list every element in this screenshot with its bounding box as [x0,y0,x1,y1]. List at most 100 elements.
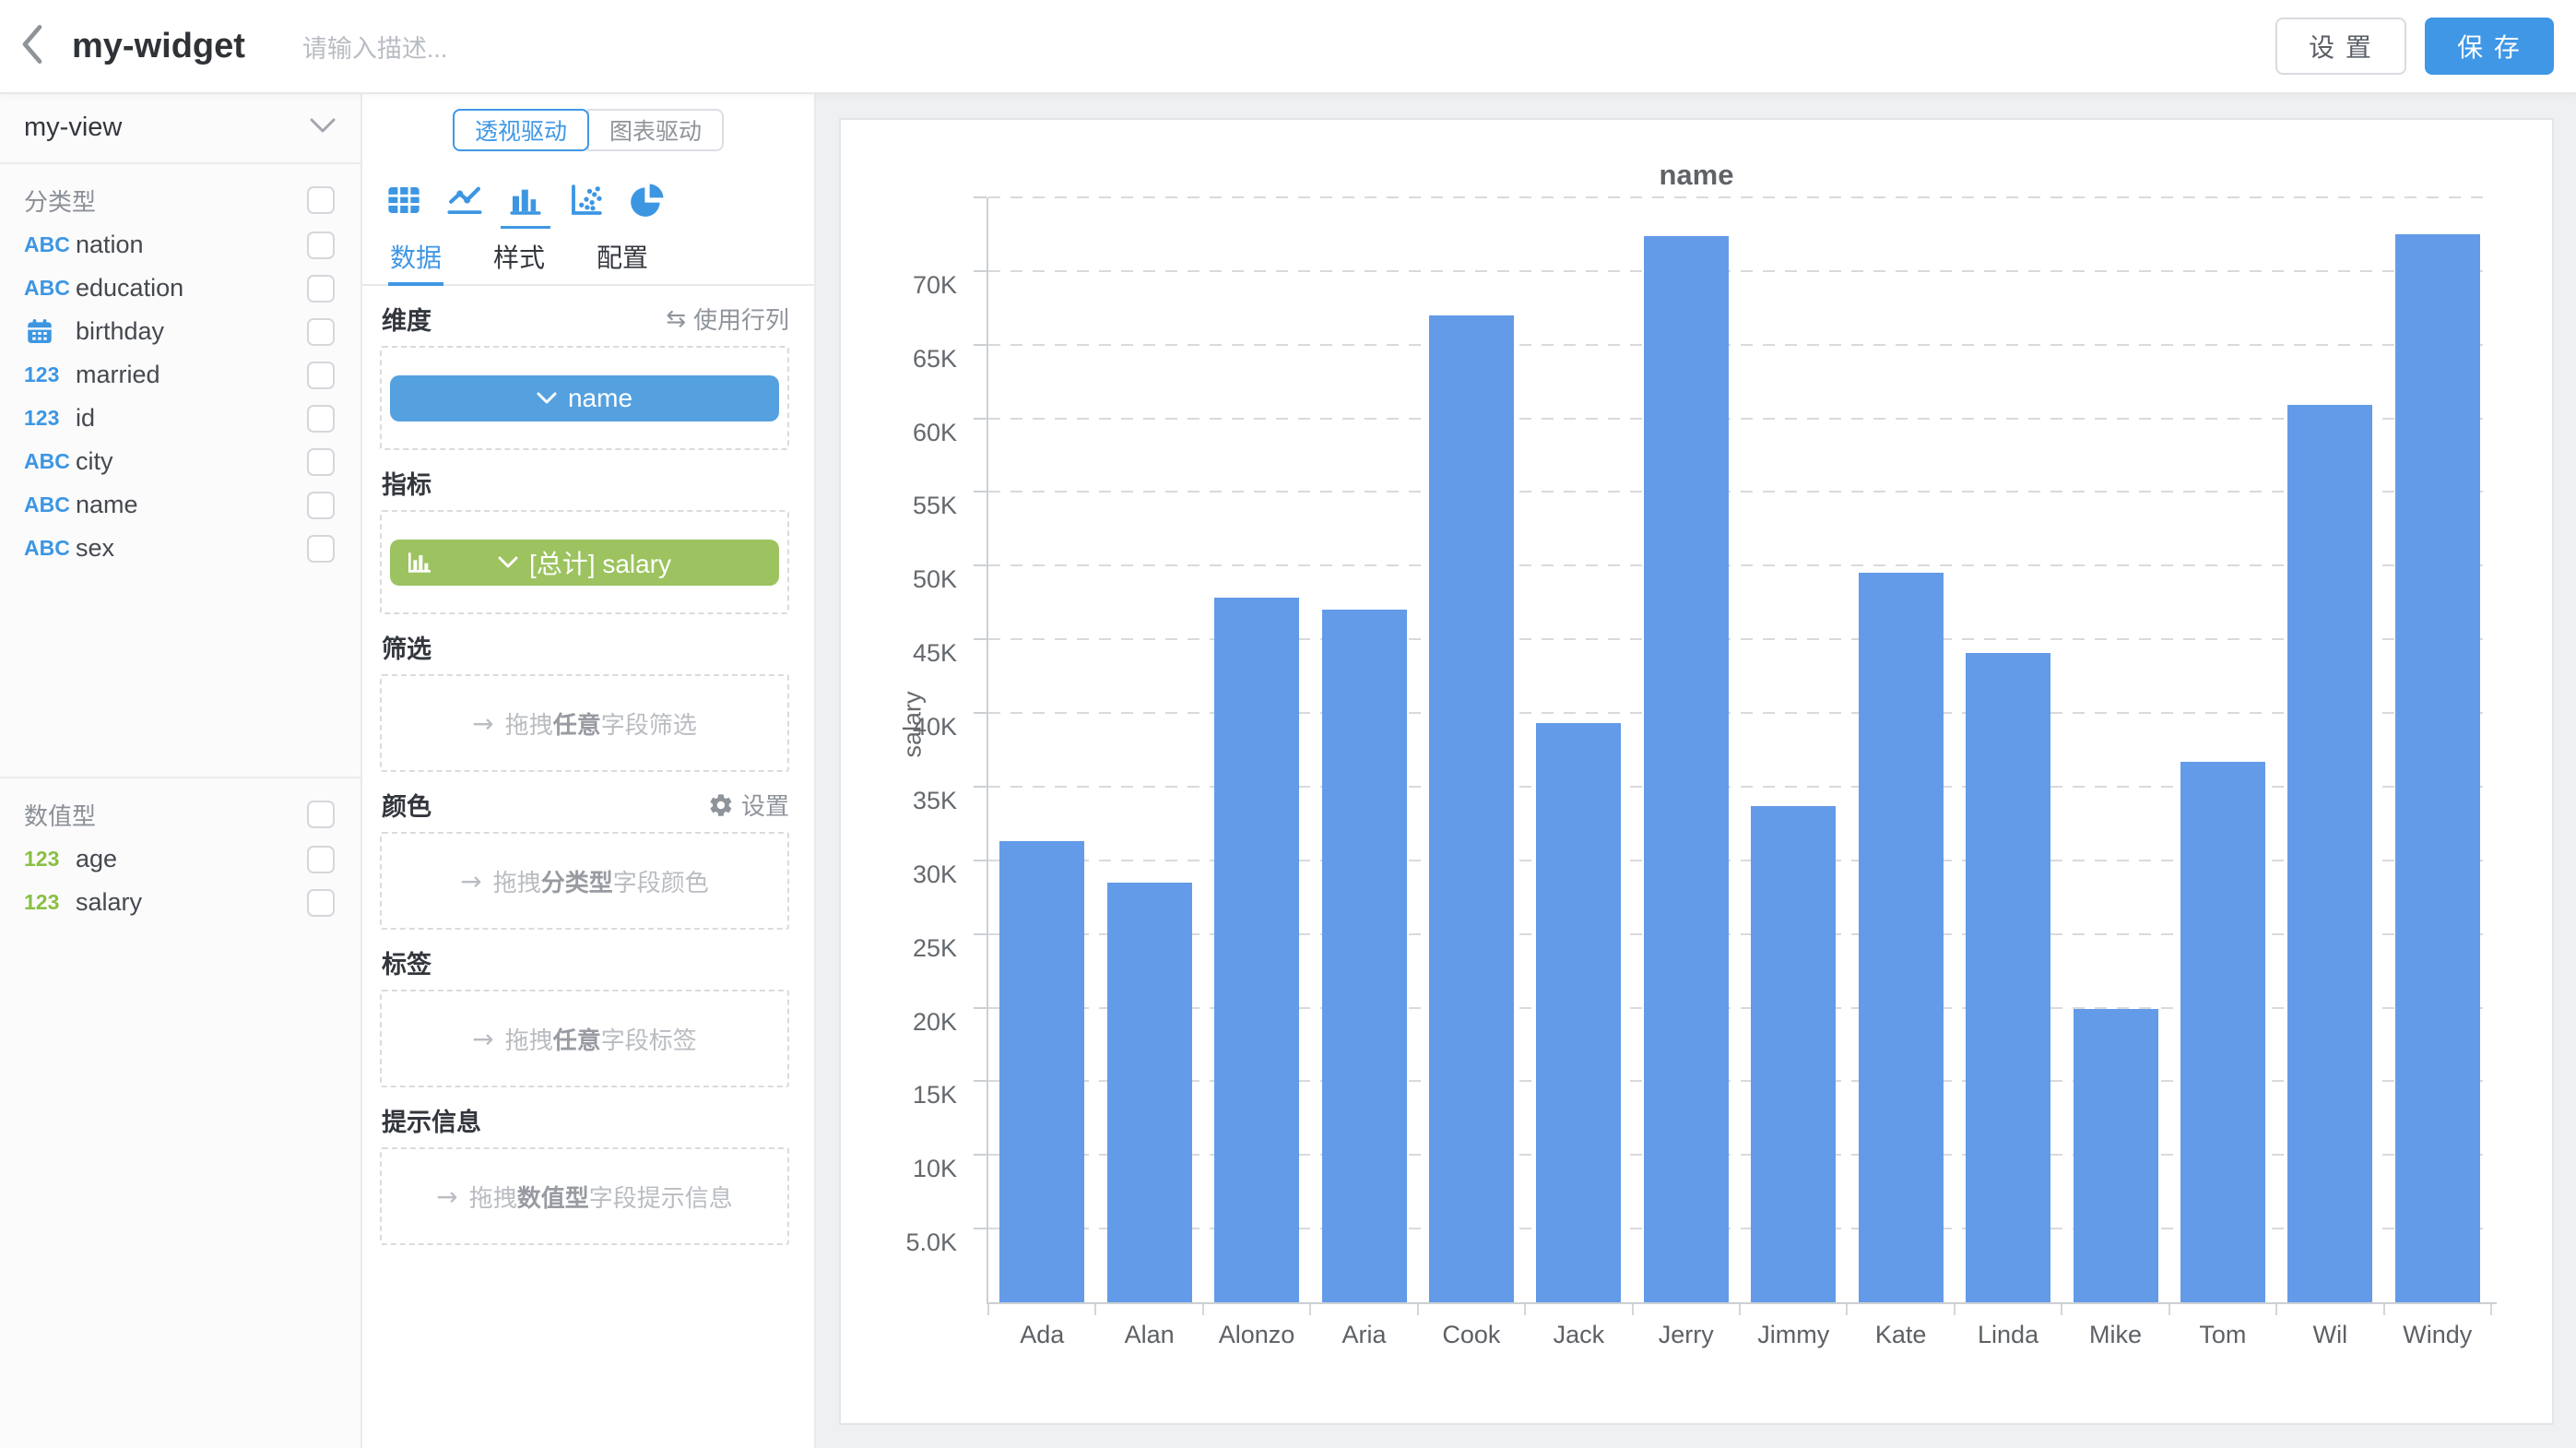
checkbox[interactable] [307,845,335,873]
use-rowcol-button[interactable]: ⇆ 使用行列 [666,302,789,336]
color-settings-button[interactable]: 设置 [708,788,789,822]
dimension-pill-label: name [567,383,633,412]
bar-Mike[interactable] [2073,1009,2158,1302]
sidebar-item-id[interactable]: 123 id [0,397,360,440]
scatter-icon[interactable] [567,181,606,220]
bar-Alan[interactable] [1106,882,1192,1302]
y-axis-label: 25K [912,933,957,962]
sidebar-item-sex[interactable]: ABC sex [0,527,360,570]
y-axis-label: 10K [912,1155,957,1183]
gridline [988,343,2491,346]
y-axis-label: 5.0K [905,1228,957,1257]
metric-section: 指标 [总计] salary [380,465,789,614]
field-name: age [76,845,118,872]
tooltip-dropzone[interactable]: → 拖拽数值型字段提示信息 [380,1147,789,1245]
pie-icon[interactable] [628,181,667,220]
x-axis-label: Alonzo [1218,1321,1295,1348]
y-axis-label: 40K [912,713,957,742]
y-tick-mark [974,638,987,641]
swap-icon: ⇆ [666,304,686,332]
checkbox[interactable] [307,447,335,476]
checkbox[interactable] [307,801,335,828]
bar-Windy[interactable] [2394,233,2480,1302]
dimension-dropzone[interactable]: name [380,346,789,450]
field-name: city [76,447,113,475]
bar-Aria[interactable] [1321,610,1407,1302]
bar-Jack[interactable] [1536,723,1622,1302]
x-axis-line [987,1302,2497,1304]
number-field-icon: 123 [24,847,60,871]
bar-chart-icon[interactable] [501,181,550,229]
tab-样式[interactable]: 样式 [493,243,546,272]
gear-icon [708,792,734,818]
field-name: id [76,404,96,432]
metric-dropzone[interactable]: [总计] salary [380,510,789,614]
field-name: married [76,361,160,388]
y-axis-label: 45K [912,639,957,668]
x-axis-label: Wil [2312,1321,2348,1348]
dimension-section: 维度 ⇆ 使用行列 name [380,301,789,450]
bar-Kate[interactable] [1858,573,1944,1302]
mode-chart[interactable]: 图表驱动 [587,109,725,151]
y-axis-label: 20K [912,1007,957,1036]
sidebar-item-nation[interactable]: ABC nation [0,223,360,267]
bar-Wil[interactable] [2287,405,2373,1302]
view-selector[interactable]: my-view [0,92,360,164]
checkbox[interactable] [307,404,335,433]
sidebar-item-married[interactable]: 123 married [0,353,360,397]
filter-dropzone[interactable]: → 拖拽任意字段筛选 [380,674,789,772]
bar-Linda[interactable] [1966,652,2051,1302]
checkbox[interactable] [307,274,335,303]
dimension-pill-name[interactable]: name [390,374,779,421]
sidebar-item-age[interactable]: 123 age [0,837,360,881]
field-name: birthday [76,317,165,345]
table-icon[interactable] [384,181,423,220]
label-dropzone[interactable]: → 拖拽任意字段标签 [380,990,789,1087]
panel-tabs: 数据 样式 配置 [362,238,814,286]
tab-数据[interactable]: 数据 [387,238,444,286]
color-label: 颜色 [382,793,431,821]
checkbox[interactable] [307,888,335,917]
text-field-icon: ABC [24,232,70,256]
bar-Ada[interactable] [999,841,1085,1302]
y-tick-mark [974,859,987,861]
bar-Alonzo[interactable] [1214,598,1300,1302]
x-tick-mark [1094,1304,1097,1315]
gridline [988,712,2491,715]
gridline [988,564,2491,567]
bar-Jimmy[interactable] [1751,805,1837,1302]
metric-label: 指标 [382,471,431,499]
arrow-right-icon: → [460,865,482,896]
save-button[interactable]: 保 存 [2425,18,2554,75]
sidebar-item-education[interactable]: ABC education [0,267,360,310]
metric-pill-salary[interactable]: [总计] salary [390,539,779,586]
tab-配置[interactable]: 配置 [597,243,649,272]
checkbox[interactable] [307,361,335,389]
y-tick-mark [974,1154,987,1157]
top-header: my-widget 请输入描述... 设 置 保 存 [0,0,2576,94]
bar-Cook[interactable] [1428,315,1514,1302]
x-tick-mark [987,1304,989,1315]
x-axis-label: Tom [2199,1321,2247,1348]
bar-Jerry[interactable] [1643,235,1729,1302]
settings-button[interactable]: 设 置 [2275,18,2406,75]
line-chart-icon[interactable] [445,181,484,220]
mode-pivot[interactable]: 透视驱动 [452,109,589,151]
sidebar-item-city[interactable]: ABC city [0,440,360,483]
checkbox[interactable] [307,231,335,259]
bar-Tom[interactable] [2180,761,2265,1302]
label-label: 标签 [382,951,431,979]
checkbox[interactable] [307,186,335,214]
description-input[interactable]: 请输入描述... [301,34,448,63]
x-tick-mark [1739,1304,1741,1315]
sidebar-item-salary[interactable]: 123 salary [0,881,360,924]
color-dropzone[interactable]: → 拖拽分类型字段颜色 [380,832,789,930]
y-axis-label: 50K [912,565,957,594]
back-button[interactable] [0,0,65,92]
sidebar-item-birthday[interactable]: birthday [0,310,360,353]
x-axis-label: Alan [1124,1321,1175,1348]
checkbox[interactable] [307,534,335,563]
sidebar-item-name[interactable]: ABC name [0,483,360,527]
checkbox[interactable] [307,491,335,519]
checkbox[interactable] [307,317,335,346]
